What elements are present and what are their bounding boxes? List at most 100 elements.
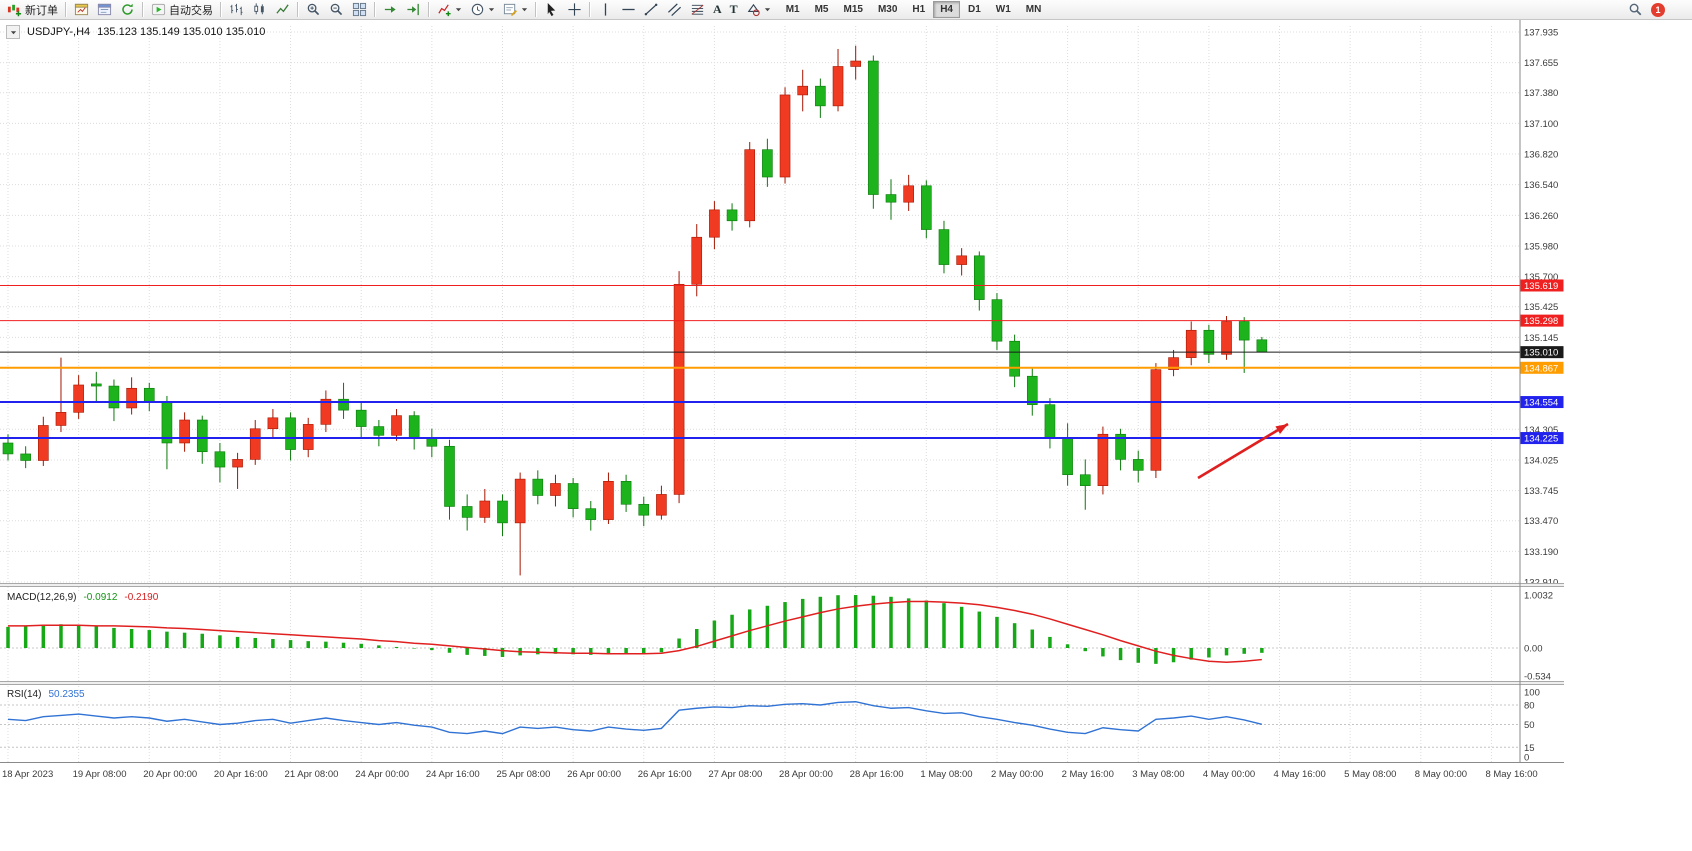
svg-text:4 May 16:00: 4 May 16:00 [1274,769,1326,780]
svg-text:0.00: 0.00 [1524,644,1543,655]
timeframe-d1-button[interactable]: D1 [961,1,988,18]
zoom-out-button[interactable] [325,1,348,19]
indicators-icon [437,2,452,17]
search-icon[interactable] [1628,2,1643,17]
cursor-button[interactable] [540,1,563,19]
zoom-in-icon [306,2,321,17]
price-badge-label: 134.225 [1524,434,1558,445]
price-axis: 137.935 137.655 137.380 137.100 136.820 136.5… [1524,28,1558,589]
svg-text:19 Apr 08:00: 19 Apr 08:00 [73,769,127,780]
svg-text:135.145: 135.145 [1524,333,1558,344]
one-click-trading-toggle[interactable] [6,25,20,39]
periods-button[interactable] [466,1,499,19]
profiles-icon [97,2,112,17]
template-icon [503,2,518,17]
macd-signal-line [8,600,1262,664]
svg-text:8 May 16:00: 8 May 16:00 [1485,769,1537,780]
indicator-axes: 1.0032 0.00 -0.534 100 80 50 150 [1524,591,1553,764]
line-chart-button[interactable] [271,1,294,19]
vertical-line-icon [598,2,613,17]
profiles-button[interactable] [93,1,116,19]
svg-text:21 Apr 08:00: 21 Apr 08:00 [285,769,339,780]
timeframe-m15-button[interactable]: M15 [837,1,870,18]
price-badge-134.554 [1520,396,1564,409]
svg-text:20 Apr 00:00: 20 Apr 00:00 [143,769,197,780]
svg-text:135.980: 135.980 [1524,241,1558,252]
price-badge-label: 135.298 [1524,316,1558,327]
timeframe-h4-button[interactable]: H4 [933,1,960,18]
timeframe-m30-button[interactable]: M30 [871,1,904,18]
svg-text:137.380: 137.380 [1524,88,1558,99]
channel-icon [667,2,682,17]
fibonacci-button[interactable] [686,1,709,19]
notification-badge[interactable]: 1 [1651,2,1665,17]
svg-text:15: 15 [1524,743,1535,754]
price-badge-134.225 [1520,432,1564,445]
timeframe-toolbar: M1 M5 M15 M30 H1 H4 D1 W1 MN [779,1,1049,18]
timeframe-m5-button[interactable]: M5 [808,1,836,18]
label-button[interactable]: T [726,1,742,19]
svg-text:2 May 00:00: 2 May 00:00 [991,769,1043,780]
channel-button[interactable] [663,1,686,19]
svg-text:28 Apr 16:00: 28 Apr 16:00 [850,769,904,780]
svg-text:2 May 16:00: 2 May 16:00 [1062,769,1114,780]
symbol-label: USDJPY-,H4 [27,26,91,38]
time-axis: 18 Apr 2023 19 Apr 08:00 20 Apr 00:00 20 Ap… [2,769,1538,780]
svg-text:135.700: 135.700 [1524,272,1558,283]
refresh-button[interactable] [116,1,139,19]
templates-button[interactable] [499,1,532,19]
svg-text:-0.534: -0.534 [1524,672,1551,683]
caret-down-icon [764,6,771,13]
crosshair-button[interactable] [563,1,586,19]
horizontal-line-button[interactable] [617,1,640,19]
candlestick-icon [252,2,267,17]
chart-shift-icon [406,2,421,17]
vertical-line-button[interactable] [594,1,617,19]
svg-text:136.260: 136.260 [1524,211,1558,222]
trend-arrow[interactable] [1197,422,1289,480]
toolbar-separator [428,2,430,17]
bar-chart-button[interactable] [225,1,248,19]
toolbar-separator [220,2,222,17]
new-order-button-label: 新订单 [25,4,58,17]
toolbar-separator [142,2,144,17]
auto-scroll-button[interactable] [379,1,402,19]
svg-text:50: 50 [1524,720,1535,731]
chart-shift-button[interactable] [402,1,425,19]
text-icon: A [713,2,722,16]
timeframe-h1-button[interactable]: H1 [905,1,932,18]
price-badge-135.619 [1520,279,1564,292]
trendline-button[interactable] [640,1,663,19]
new-order-icon [7,2,22,17]
tile-windows-button[interactable] [348,1,371,19]
timeframe-mn-button[interactable]: MN [1019,1,1049,18]
auto-trading-button-label: 自动交易 [169,4,213,17]
svg-text:26 Apr 16:00: 26 Apr 16:00 [638,769,692,780]
charts-window-button[interactable] [70,1,93,19]
rsi-value: 50.2355 [48,689,85,700]
svg-text:136.820: 136.820 [1524,150,1558,161]
timeframe-w1-button[interactable]: W1 [989,1,1018,18]
auto-trading-button[interactable]: 自动交易 [147,1,217,19]
new-order-button[interactable]: 新订单 [3,1,62,19]
candlestick-chart-button[interactable] [248,1,271,19]
top-toolbar: 新订单 自动交易 A T M1 M5 M15 M30 H1 H4 D1 W1 MN 1 [0,0,1692,20]
toolbar-groups: 新订单 自动交易 A T [3,1,775,19]
svg-text:8 May 00:00: 8 May 00:00 [1415,769,1467,780]
chart-canvas[interactable]: 137.935 137.655 137.380 137.100 136.820 136.5… [0,20,1692,810]
tile-windows-icon [352,2,367,17]
caret-down-icon [455,6,462,13]
gridlines [0,26,1520,762]
shapes-button[interactable] [742,1,775,19]
svg-text:28 Apr 00:00: 28 Apr 00:00 [779,769,833,780]
rsi-label: RSI(14) 50.2355 [5,689,87,700]
indicators-button[interactable] [433,1,466,19]
timeframe-m1-button[interactable]: M1 [779,1,807,18]
horizontal-line-icon [621,2,636,17]
svg-text:80: 80 [1524,701,1535,712]
auto-trading-play-icon [151,2,166,17]
charts-window-icon [74,2,89,17]
text-button[interactable]: A [709,1,726,19]
zoom-in-button[interactable] [302,1,325,19]
svg-text:1 May 08:00: 1 May 08:00 [920,769,972,780]
